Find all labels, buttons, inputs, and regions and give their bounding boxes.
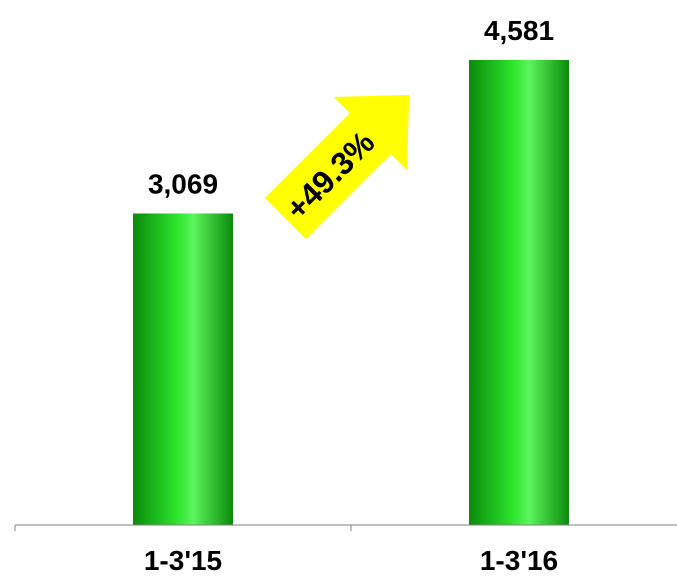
category-label: 1-3'15 bbox=[144, 545, 222, 576]
growth-arrow: +49.3% bbox=[264, 94, 410, 240]
x-axis bbox=[14, 524, 677, 531]
bar bbox=[133, 213, 233, 525]
bars-layer bbox=[133, 60, 569, 525]
labels-layer: 3,069 1-3'15 4,581 1-3'16 bbox=[144, 15, 558, 576]
category-label: 1-3'16 bbox=[480, 545, 558, 576]
bar bbox=[469, 60, 569, 525]
growth-arrow-shape bbox=[264, 94, 410, 240]
bar-value-label: 3,069 bbox=[148, 168, 218, 199]
bar-value-label: 4,581 bbox=[484, 15, 554, 46]
